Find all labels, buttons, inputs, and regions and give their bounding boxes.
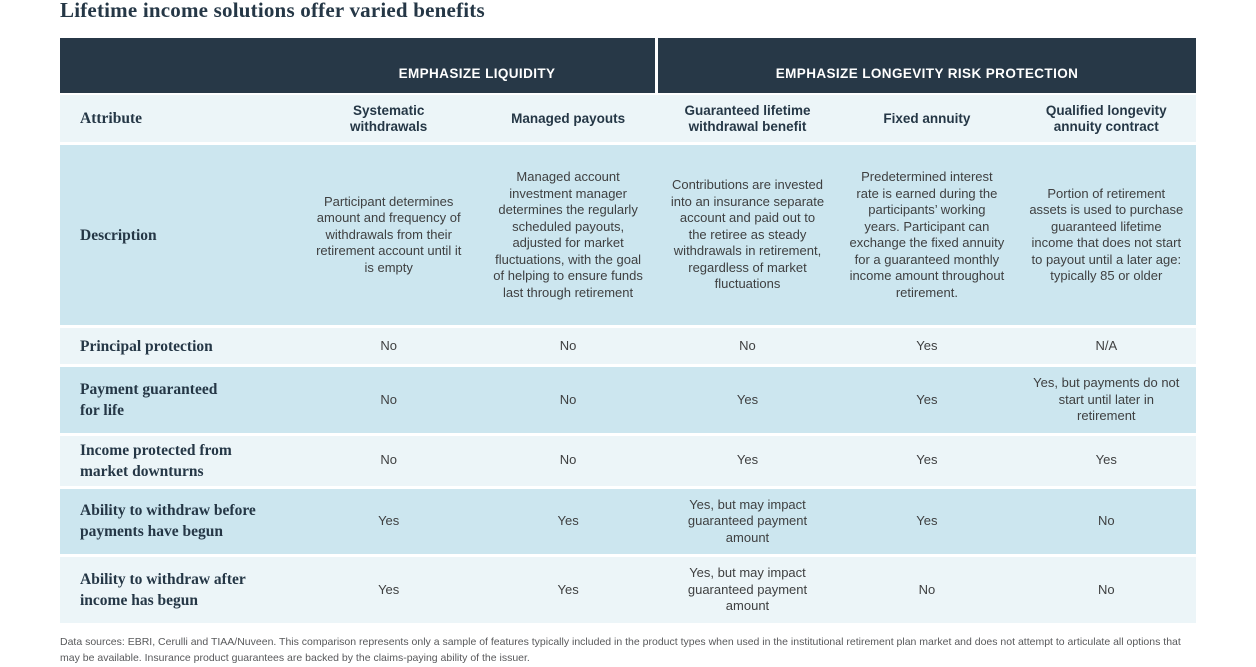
- row-label: Description: [80, 226, 157, 244]
- table-cell: Yes: [916, 337, 938, 353]
- column-header-qualified-longevity-annuity-contract: Qualified longevity annuity contract: [1045, 102, 1167, 134]
- table-cell: No: [380, 391, 397, 407]
- row-label: Payment guaranteed for life: [80, 380, 218, 419]
- table-cell: Participant determines amount and freque…: [316, 193, 462, 275]
- column-header-fixed-annuity: Fixed annuity: [883, 110, 971, 126]
- table-cell: No: [559, 391, 577, 407]
- group-header-band: EMPHASIZE LIQUIDITY EMPHASIZE LONGEVITY …: [60, 38, 1196, 93]
- table-cell: No: [1097, 581, 1115, 597]
- column-header-guaranteed-lifetime-withdrawal-benefit: Guaranteed lifetime withdrawal benefit: [684, 102, 811, 134]
- table-cell: Predetermined interest rate is earned du…: [849, 169, 1005, 300]
- table-cell: Yes, but may impact guaranteed payment a…: [687, 496, 808, 545]
- table-row-withdraw-before: Ability to withdraw before payments have…: [60, 488, 1196, 554]
- table-cell: No: [380, 337, 397, 353]
- table-cell: Yes: [916, 391, 938, 407]
- column-header-systematic-withdrawals: Systematic withdrawals: [350, 102, 428, 134]
- table-cell: Yes: [916, 452, 938, 468]
- table-cell: Yes, but payments do not start until lat…: [1033, 375, 1180, 423]
- row-label: Income protected from market downturns: [80, 441, 232, 480]
- page-title: Lifetime income solutions offer varied b…: [60, 0, 485, 22]
- table-row-income-protected: Income protected from market downturns N…: [60, 435, 1196, 486]
- group-header-liquidity: EMPHASIZE LIQUIDITY: [299, 38, 658, 93]
- table-row-description: Description Participant determines amoun…: [60, 145, 1196, 325]
- table-cell: Yes: [736, 452, 759, 468]
- table-cell: No: [1097, 513, 1115, 528]
- table-cell: Yes: [557, 513, 579, 528]
- table-cell: No: [380, 452, 397, 468]
- footnote: Data sources: EBRI, Cerulli and TIAA/Nuv…: [60, 636, 1181, 664]
- table-cell: No: [739, 337, 756, 353]
- table-cell: Contributions are invested into an insur…: [670, 177, 825, 292]
- table-cell: Managed account investment manager deter…: [493, 169, 643, 300]
- table-cell: N/A: [1095, 337, 1118, 353]
- table-row-principal-protection: Principal protection No No No Yes N/A: [60, 328, 1196, 364]
- table-cell: No: [559, 452, 577, 468]
- table-cell: Yes: [916, 513, 938, 528]
- table-cell: Portion of retirement assets is used to …: [1029, 185, 1184, 284]
- row-label: Ability to withdraw after income has beg…: [80, 571, 246, 609]
- table-cell: Yes: [378, 581, 400, 597]
- row-label: Ability to withdraw before payments have…: [80, 502, 256, 541]
- table-cell: Yes: [1095, 452, 1117, 468]
- column-header-managed-payouts: Managed payouts: [511, 110, 626, 126]
- column-header-attribute: Attribute: [80, 110, 142, 127]
- table-row-payment-guaranteed-for-life: Payment guaranteed for life No No Yes Ye…: [60, 367, 1196, 433]
- row-label: Principal protection: [80, 337, 213, 355]
- group-header-corner: [60, 38, 299, 93]
- column-header-row: Attribute Systematic withdrawals Managed…: [60, 95, 1196, 142]
- table-cell: No: [559, 337, 577, 353]
- table-cell: Yes, but may impact guaranteed payment a…: [687, 565, 808, 614]
- table-cell: Yes: [378, 513, 400, 528]
- comparison-table: EMPHASIZE LIQUIDITY EMPHASIZE LONGEVITY …: [60, 38, 1196, 623]
- table-cell: Yes: [557, 581, 579, 597]
- table-cell: Yes: [736, 391, 759, 407]
- table-row-withdraw-after: Ability to withdraw after income has beg…: [60, 557, 1196, 623]
- group-header-longevity: EMPHASIZE LONGEVITY RISK PROTECTION: [658, 38, 1196, 93]
- table-cell: No: [918, 581, 936, 597]
